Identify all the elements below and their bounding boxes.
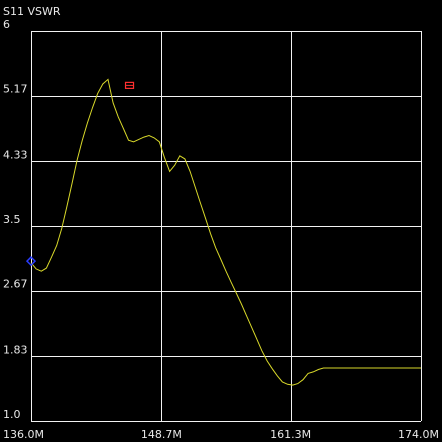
grid: [31, 31, 422, 422]
y-tick-label: 6: [3, 18, 10, 31]
x-tick-label: 161.3M: [270, 428, 311, 441]
marker-group: [25, 81, 135, 267]
trace-group: [30, 78, 421, 386]
chart-title: S11 VSWR: [3, 5, 61, 18]
x-tick-label: 136.0M: [3, 428, 44, 441]
y-tick-label: 4.33: [3, 148, 28, 161]
x-tick-label: 148.7M: [141, 428, 182, 441]
y-tick-label: 5.17: [3, 83, 28, 96]
y-tick-label: 2.67: [3, 278, 28, 291]
x-tick-label: 174.0M: [398, 428, 439, 441]
tick-labels: 136.0M 148.7M 161.3M 174.0M 1.0 1.83 2.67 3.5 4.…: [3, 18, 439, 441]
y-tick-label: 1.83: [3, 343, 28, 356]
y-tick-label: 1.0: [3, 408, 21, 421]
y-tick-label: 3.5: [3, 213, 21, 226]
series-line-0: [30, 78, 421, 386]
marker-point-0[interactable]: [25, 256, 37, 267]
